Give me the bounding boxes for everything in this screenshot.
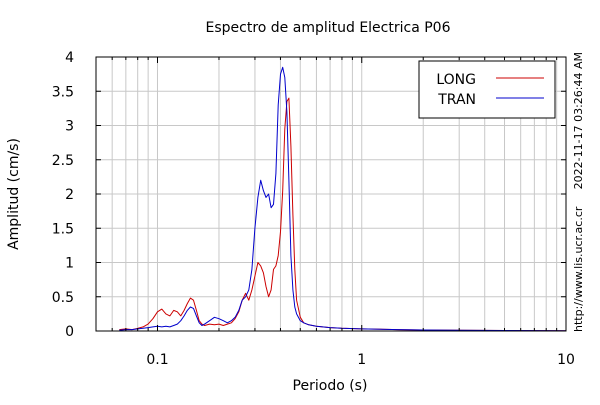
y-tick-label: 0	[65, 324, 74, 340]
series-lines	[119, 66, 567, 332]
y-tick-label: 4	[65, 50, 74, 66]
y-tick-label: 1	[65, 256, 74, 272]
y-tick-label: 2	[65, 187, 74, 203]
y-tick-label: 0.5	[52, 290, 74, 306]
y-tick-label: 2.5	[52, 153, 74, 169]
chart-title: Espectro de amplitud Electrica P06	[206, 20, 451, 36]
axis-ticks: 0.1 1 10 0 0.5 1 1.5 2 2.5 3 3.5 4	[52, 50, 575, 368]
legend-box	[418, 60, 556, 119]
legend-label-long: LONG	[436, 72, 476, 88]
y-axis-label: Amplitud (cm/s)	[6, 138, 22, 250]
legend-label-tran: TRAN	[437, 92, 476, 108]
x-tick-label: 10	[557, 352, 575, 368]
x-tick-label: 0.1	[146, 352, 168, 368]
x-axis-label: Periodo (s)	[293, 378, 368, 394]
series-line-tran	[119, 66, 567, 332]
x-tick-label: 1	[357, 352, 366, 368]
y-tick-label: 3	[65, 119, 74, 135]
series-line-long	[119, 97, 567, 332]
y-tick-label: 3.5	[52, 84, 74, 100]
legend: LONG TRAN	[418, 60, 556, 119]
timestamp-text: 2022-11-17 03:26:44 AM	[572, 52, 585, 189]
source-url-text: http://www.lis.ucr.ac.cr	[572, 206, 585, 332]
y-tick-label: 1.5	[52, 221, 74, 237]
